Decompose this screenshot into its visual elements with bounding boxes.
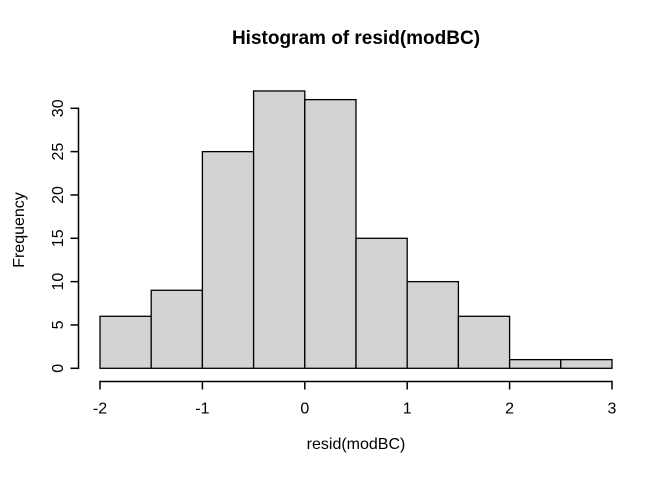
histogram-bar xyxy=(406,280,460,369)
histogram-bar xyxy=(355,237,408,369)
histogram-bar xyxy=(252,90,306,369)
x-tick-label: -1 xyxy=(195,401,209,418)
histogram-bar xyxy=(99,315,152,369)
y-tick-label: 10 xyxy=(50,273,67,291)
x-tick-label: 0 xyxy=(300,401,309,418)
y-axis-label: Frequency xyxy=(11,192,28,268)
x-tick-label: 3 xyxy=(608,401,617,418)
x-axis-label: resid(modBC) xyxy=(306,436,406,453)
x-tick-label: 1 xyxy=(403,401,412,418)
y-tick-label: 20 xyxy=(50,186,67,204)
y-tick-label: 25 xyxy=(50,143,67,161)
histogram-bar xyxy=(508,358,562,369)
histogram-bar xyxy=(150,289,204,369)
histogram-bar xyxy=(304,98,357,369)
x-tick-label: -2 xyxy=(93,401,107,418)
chart-title: Histogram of resid(modBC) xyxy=(231,28,481,49)
histogram-bar xyxy=(201,150,255,369)
y-tick-label: 5 xyxy=(50,320,67,329)
y-tick-label: 30 xyxy=(50,99,67,117)
histogram-bar xyxy=(457,315,511,369)
x-tick-label: 2 xyxy=(505,401,514,418)
y-tick-label: 0 xyxy=(50,364,67,373)
histogram-bar xyxy=(560,358,613,369)
y-tick-label: 15 xyxy=(50,229,67,247)
